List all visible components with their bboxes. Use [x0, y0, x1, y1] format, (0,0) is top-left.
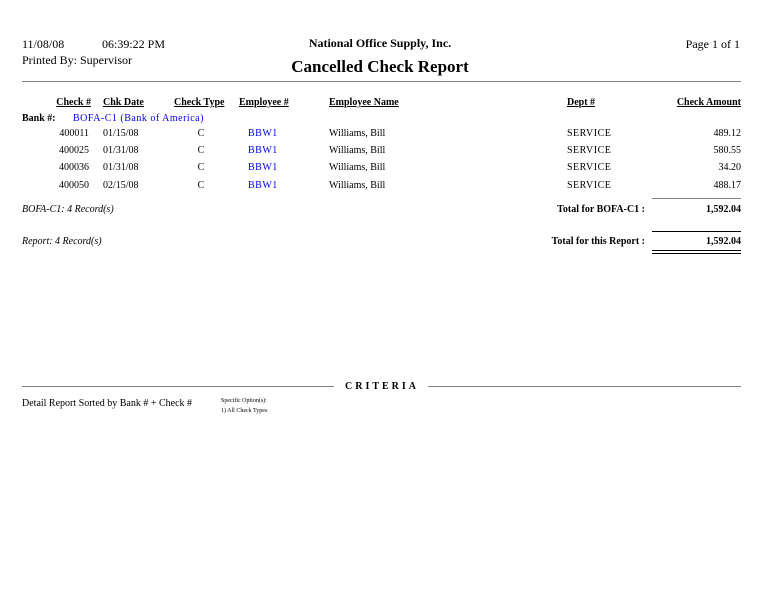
row-employee-link[interactable]: BBW1	[248, 162, 278, 173]
header-divider	[22, 81, 741, 82]
bank-total-label: Total for BOFA-C1 :	[557, 204, 645, 215]
criteria-rule-left	[22, 386, 334, 387]
company-name: National Office Supply, Inc.	[308, 36, 452, 50]
row-employee-link[interactable]: BBW1	[248, 128, 278, 139]
report-total-label: Total for this Report :	[551, 236, 645, 247]
printed-by: Printed By: Supervisor	[22, 53, 132, 67]
col-check-type: Check Type	[174, 97, 225, 108]
criteria-heading: CRITERIA	[345, 381, 420, 392]
row-employee-name: Williams, Bill	[329, 180, 386, 191]
row-check-type: C	[197, 162, 205, 173]
report-record-count: Report: 4 Record(s)	[22, 236, 102, 247]
row-employee-link[interactable]: BBW1	[248, 180, 278, 191]
row-employee-name: Williams, Bill	[329, 162, 386, 173]
page-number: Page 1 of 1	[685, 37, 740, 51]
row-check-amount: 580.55	[713, 145, 742, 156]
row-chk-date: 01/31/08	[103, 145, 139, 156]
row-chk-date: 01/15/08	[103, 128, 139, 139]
subtotal-rule	[652, 198, 741, 199]
row-employee-link[interactable]: BBW1	[248, 145, 278, 156]
report-total-rule	[652, 231, 741, 232]
row-check-type: C	[197, 180, 205, 191]
page-title: Cancelled Check Report	[291, 57, 469, 76]
row-chk-date: 01/31/08	[103, 162, 139, 173]
col-employee-number: Employee #	[239, 97, 289, 108]
row-dept: SERVICE	[567, 180, 612, 191]
row-chk-date: 02/15/08	[103, 180, 139, 191]
row-check-amount: 488.17	[713, 180, 742, 191]
row-dept: SERVICE	[567, 128, 612, 139]
row-employee-name: Williams, Bill	[329, 128, 386, 139]
bank-label: Bank #:	[22, 113, 56, 124]
bank-total-value: 1,592.04	[706, 204, 741, 215]
row-employee-name: Williams, Bill	[329, 145, 386, 156]
criteria-sort: Detail Report Sorted by Bank # + Check #	[22, 398, 193, 409]
row-check-type: C	[197, 145, 205, 156]
row-check-number: 400025	[59, 145, 89, 156]
print-time: 06:39:22 PM	[102, 37, 166, 51]
report-total-value: 1,592.04	[706, 236, 741, 247]
row-dept: SERVICE	[567, 145, 612, 156]
row-check-type: C	[197, 128, 205, 139]
col-check-amount: Check Amount	[676, 97, 741, 108]
row-dept: SERVICE	[567, 162, 612, 173]
row-check-amount: 489.12	[713, 128, 742, 139]
criteria-option: 1) All Check Types	[221, 408, 268, 414]
report-total-double-rule	[652, 250, 741, 254]
criteria-rule-right	[428, 386, 741, 387]
row-check-amount: 34.20	[718, 162, 742, 173]
col-chk-date: Chk Date	[103, 97, 144, 108]
bank-link[interactable]: BOFA-C1 (Bank of America)	[73, 113, 204, 124]
col-check-number: Check #	[56, 97, 91, 108]
row-check-number: 400050	[59, 180, 89, 191]
bank-record-count: BOFA-C1: 4 Record(s)	[22, 204, 114, 215]
col-dept: Dept #	[567, 97, 596, 108]
col-employee-name: Employee Name	[329, 97, 399, 108]
row-check-number: 400011	[59, 128, 89, 139]
criteria-options-label: Specific Option(s):	[221, 398, 267, 404]
print-date: 11/08/08	[22, 37, 65, 51]
row-check-number: 400036	[59, 162, 89, 173]
